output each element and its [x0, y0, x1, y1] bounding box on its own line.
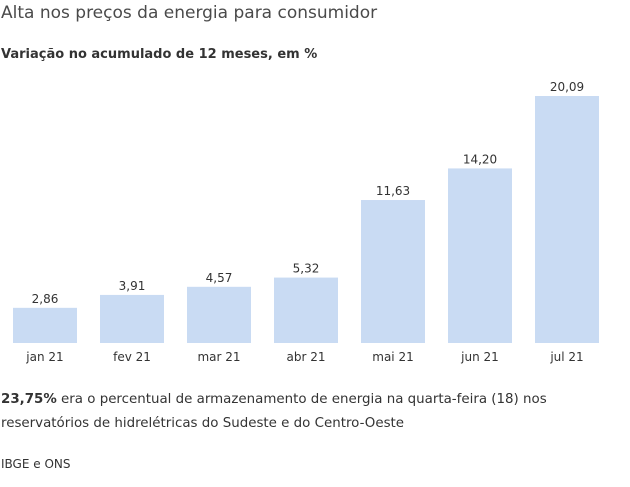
category-label: jul 21: [549, 350, 583, 364]
category-label: jun 21: [460, 350, 499, 364]
value-label: 4,57: [206, 271, 233, 285]
value-label: 2,86: [32, 292, 59, 306]
chart-subtitle: Variação no acumulado de 12 meses, em %: [1, 47, 318, 62]
bar-jan-21: [13, 307, 77, 343]
category-label: fev 21: [113, 350, 151, 364]
category-label: abr 21: [287, 350, 326, 364]
bar-chart: 2,86 3,91 4,57 5,32 11,63 14,20 20,09 jan 21 fe…: [13, 80, 599, 364]
value-label: 5,32: [293, 262, 320, 276]
value-label: 3,91: [119, 279, 146, 293]
category-label: mai 21: [372, 350, 413, 364]
bar-mai-21: [361, 200, 425, 343]
category-label: mar 21: [197, 350, 240, 364]
bar-mar-21: [187, 286, 251, 343]
bar-jun-21: [448, 168, 512, 343]
chart-note: 23,75% era o percentual de armazenamento…: [1, 388, 627, 436]
bar-fev-21: [100, 294, 164, 343]
value-label: 20,09: [550, 80, 584, 94]
bar-jul-21: [535, 96, 599, 343]
note-text: era o percentual de armazenamento de ene…: [1, 392, 547, 431]
chart-title: Alta nos preços da energia para consumid…: [1, 3, 378, 23]
bar-abr-21: [274, 277, 338, 343]
chart-source: IBGE e ONS: [1, 457, 71, 471]
note-highlight: 23,75%: [1, 392, 57, 407]
value-label: 14,20: [463, 152, 497, 166]
category-label: jan 21: [25, 350, 63, 364]
category-labels-group: jan 21 fev 21 mar 21 abr 21 mai 21 jun 21 jul …: [25, 350, 583, 364]
bars-group: [13, 96, 599, 343]
value-labels-group: 2,86 3,91 4,57 5,32 11,63 14,20 20,09: [32, 80, 585, 306]
value-label: 11,63: [376, 184, 410, 198]
